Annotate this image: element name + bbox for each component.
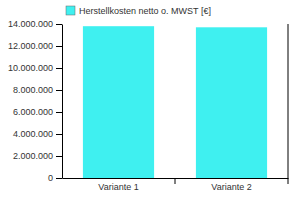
y-tick: 0 [48, 173, 62, 183]
x-tick-label: Variante 1 [98, 182, 138, 192]
y-tick-label: 2.000.000 [13, 151, 53, 161]
x-axis: Variante 1 Variante 2 [63, 178, 289, 192]
y-axis-line [62, 25, 63, 179]
y-tick: 14.000.000 [8, 19, 62, 29]
y-tick: 4.000.000 [13, 129, 62, 139]
plot: 0 2.000.000 4.000.000 6.000.000 8.000.000 10.… [8, 19, 289, 192]
y-tick: 6.000.000 [13, 107, 62, 117]
y-tick-mark [56, 46, 62, 47]
y-tick-label: 4.000.000 [13, 129, 53, 139]
bar [83, 26, 154, 178]
x-tick-label: Variante 2 [211, 182, 251, 192]
y-tick: 10.000.000 [8, 63, 62, 73]
legend: Herstellkosten netto o. MWST [€] [66, 6, 211, 16]
x-axis-line [63, 178, 289, 179]
legend-label: Herstellkosten netto o. MWST [€] [79, 6, 211, 16]
y-tick: 8.000.000 [13, 85, 62, 95]
y-tick-mark [56, 68, 62, 69]
x-tick: Variante 1 [98, 178, 138, 192]
y-axis: 0 2.000.000 4.000.000 6.000.000 8.000.000 10.… [8, 19, 63, 183]
x-tick: Variante 2 [211, 178, 251, 192]
y-tick-mark [56, 156, 62, 157]
bar [196, 27, 267, 178]
y-tick-label: 14.000.000 [8, 19, 53, 29]
y-tick-label: 10.000.000 [8, 63, 53, 73]
chart: 0 2.000.000 4.000.000 6.000.000 8.000.000 10.… [0, 0, 300, 200]
frame [288, 24, 289, 184]
y-tick-mark [56, 178, 62, 179]
legend-swatch [66, 6, 75, 15]
y-tick-mark [56, 24, 62, 25]
y-tick-label: 0 [48, 173, 53, 183]
y-tick: 12.000.000 [8, 41, 62, 51]
y-tick-label: 6.000.000 [13, 107, 53, 117]
bars [83, 26, 267, 178]
y-tick-mark [56, 134, 62, 135]
y-tick: 2.000.000 [13, 151, 62, 161]
y-tick-label: 12.000.000 [8, 41, 53, 51]
y-tick-mark [56, 90, 62, 91]
y-tick-mark [56, 112, 62, 113]
y-tick-label: 8.000.000 [13, 85, 53, 95]
